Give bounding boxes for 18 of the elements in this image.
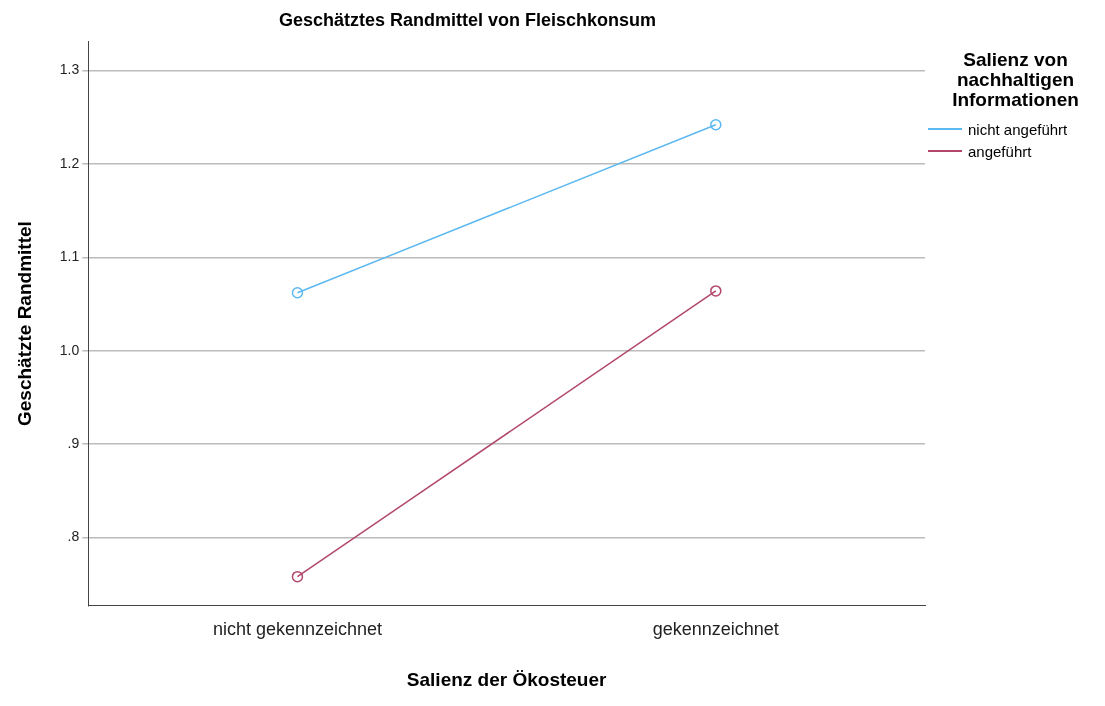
legend-label: angeführt (968, 142, 1032, 160)
y-axis-title: Geschätzte Randmittel (13, 221, 35, 427)
x-axis-title: Salienz der Ökosteuer (406, 668, 608, 690)
point (710, 285, 722, 297)
y-tick-label: 1.0 (59, 341, 80, 358)
point (291, 287, 304, 299)
y-tick-label: 1.1 (59, 248, 80, 265)
point (710, 118, 722, 131)
y-tick-label: 1.2 (59, 154, 80, 171)
y-tick-label: .9 (67, 434, 80, 451)
chart-title: Geschätztes Randmittel von Fleischkonsum (278, 9, 657, 30)
y-tick-label: 1.3 (59, 61, 80, 78)
x-tick-label: nicht gekennzeichnet (212, 619, 383, 640)
legend-title: Salienz von nachhaltigen Informationen (951, 49, 1080, 110)
x-tick-label: gekennzeichnet (652, 619, 779, 640)
legend-label: nicht angeführt (968, 120, 1068, 138)
y-tick-label: .8 (67, 528, 80, 545)
point (291, 570, 304, 583)
